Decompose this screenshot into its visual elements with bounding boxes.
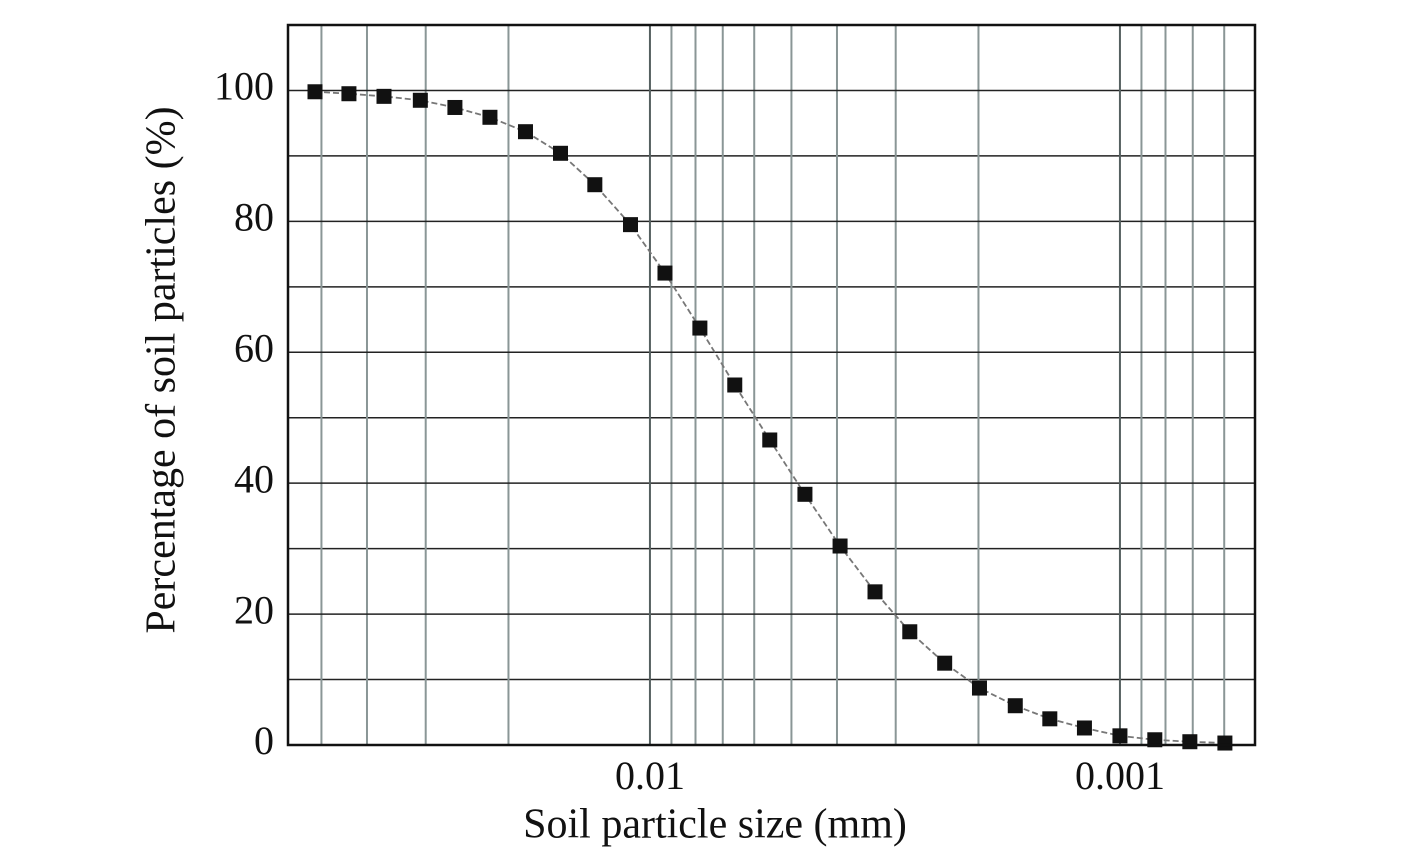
data-point <box>587 177 603 193</box>
data-point <box>1007 698 1023 714</box>
data-point <box>552 145 568 161</box>
data-point <box>797 486 813 502</box>
data-point <box>971 680 987 696</box>
data-point <box>1112 728 1128 744</box>
plot <box>307 84 1233 751</box>
x-axis-title: Soil particle size (mm) <box>523 802 907 848</box>
y-tick-label: 100 <box>214 64 274 109</box>
data-point <box>1076 720 1092 736</box>
data-point <box>762 432 778 448</box>
y-tick-label: 0 <box>254 718 274 763</box>
data-point <box>1182 734 1198 750</box>
data-point <box>412 92 428 108</box>
data-point <box>692 320 708 336</box>
y-axis-title: Percentage of soil particles (%) <box>139 106 185 633</box>
data-point <box>832 538 848 554</box>
data-point <box>902 624 918 640</box>
data-point <box>1042 711 1058 727</box>
y-tick-label: 40 <box>234 456 274 501</box>
data-point <box>622 217 638 233</box>
data-point <box>517 124 533 140</box>
grid <box>288 25 1255 746</box>
data-point <box>482 109 498 125</box>
data-point <box>376 88 392 104</box>
y-tick-label: 20 <box>234 587 274 632</box>
plot-frame <box>286 23 1257 747</box>
data-point <box>447 99 463 115</box>
y-tick-label: 80 <box>234 195 274 240</box>
data-point <box>341 86 357 102</box>
data-point <box>1217 735 1233 751</box>
data-point <box>307 84 323 100</box>
plot-area <box>288 25 1255 745</box>
y-tick-label: 60 <box>234 325 274 370</box>
data-point <box>727 377 743 393</box>
x-tick-label: 0.001 <box>1075 753 1165 798</box>
data-point <box>867 584 883 600</box>
data-point <box>1147 732 1163 748</box>
data-point <box>657 265 673 281</box>
data-point <box>937 655 953 671</box>
x-tick-label: 0.01 <box>615 753 685 798</box>
